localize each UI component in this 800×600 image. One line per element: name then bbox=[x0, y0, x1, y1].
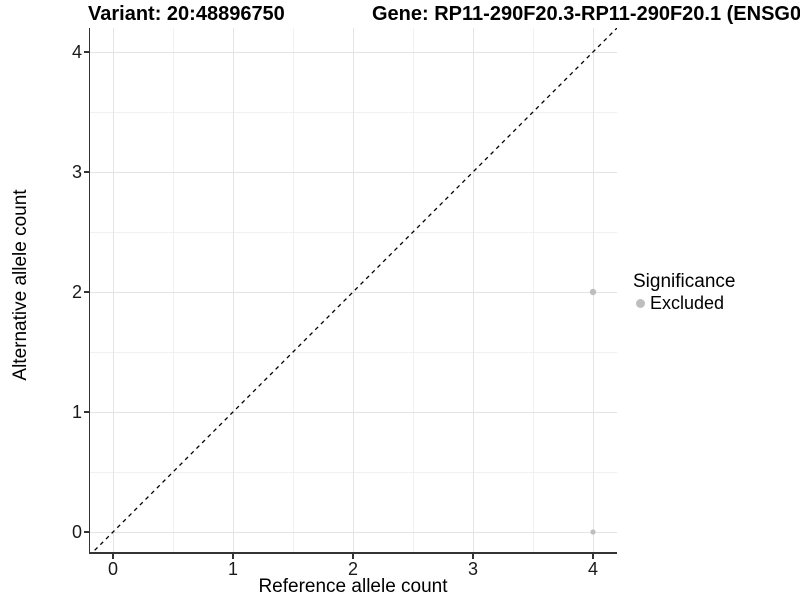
x-gridline bbox=[233, 28, 234, 552]
x-gridline bbox=[353, 28, 354, 552]
legend-key-dot bbox=[636, 298, 645, 308]
y-tick-label: 0 bbox=[71, 522, 82, 542]
x-tick bbox=[592, 553, 594, 559]
x-tick bbox=[472, 553, 474, 559]
gene-title: Gene: RP11-290F20.3-RP11-290F20.1 (ENSG0 bbox=[372, 3, 800, 25]
y-tick-label: 3 bbox=[71, 162, 82, 182]
x-tick-label: 1 bbox=[227, 559, 239, 579]
y-gridline bbox=[90, 52, 617, 53]
x-gridline bbox=[113, 28, 114, 552]
plot-canvas bbox=[92, 28, 617, 552]
legend-item-excluded: Excluded bbox=[636, 293, 735, 313]
legend-title: Significance bbox=[633, 271, 736, 292]
x-minor-gridline bbox=[293, 28, 294, 552]
x-tick bbox=[352, 553, 354, 559]
y-tick bbox=[83, 171, 89, 173]
x-axis-label: Reference allele count bbox=[258, 576, 448, 597]
data-point bbox=[589, 288, 597, 296]
y-gridline bbox=[90, 172, 617, 173]
identity-line bbox=[92, 28, 617, 552]
x-minor-gridline bbox=[413, 28, 414, 552]
y-tick-label: 4 bbox=[71, 42, 82, 62]
y-axis-line bbox=[88, 28, 90, 554]
x-tick-label: 3 bbox=[467, 559, 479, 579]
y-tick-label: 1 bbox=[71, 402, 82, 422]
y-tick bbox=[83, 531, 89, 533]
legend: Significance Excluded bbox=[633, 271, 735, 313]
x-tick bbox=[112, 553, 114, 559]
data-point bbox=[590, 529, 596, 535]
y-gridline bbox=[90, 412, 617, 413]
y-gridline bbox=[90, 532, 617, 533]
x-gridline bbox=[473, 28, 474, 552]
legend-item-label: Excluded bbox=[650, 293, 725, 313]
y-gridline bbox=[90, 292, 617, 293]
y-tick bbox=[83, 411, 89, 413]
y-tick bbox=[83, 51, 89, 53]
y-axis-label: Alternative allele count bbox=[10, 189, 31, 381]
x-axis-line bbox=[88, 552, 617, 554]
x-minor-gridline bbox=[533, 28, 534, 552]
x-tick-label: 2 bbox=[347, 559, 359, 579]
plot-panel bbox=[90, 28, 617, 552]
x-tick-label: 0 bbox=[107, 559, 119, 579]
y-tick-label: 2 bbox=[71, 282, 82, 302]
y-tick bbox=[83, 291, 89, 293]
variant-title: Variant: 20:48896750 bbox=[88, 3, 285, 25]
x-tick bbox=[232, 553, 234, 559]
x-minor-gridline bbox=[173, 28, 174, 552]
x-tick-label: 4 bbox=[587, 559, 599, 579]
